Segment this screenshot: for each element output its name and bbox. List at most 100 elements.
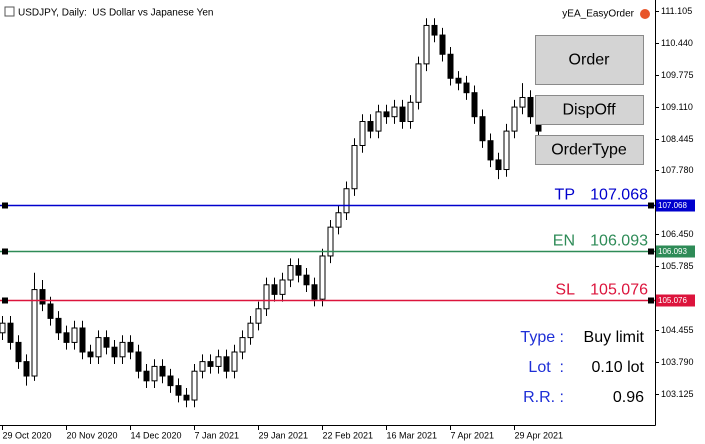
y-tick-label: 106.450 bbox=[661, 229, 694, 239]
symbol-icon bbox=[4, 6, 15, 17]
x-tick-label: 20 Nov 2020 bbox=[67, 430, 118, 440]
ea-icon bbox=[640, 9, 650, 19]
level-name: SL bbox=[555, 282, 575, 299]
candle-body bbox=[391, 106, 398, 118]
candle-body bbox=[407, 101, 414, 122]
candle-body bbox=[167, 375, 174, 387]
y-tick-label: 111.105 bbox=[661, 6, 692, 16]
candle-body bbox=[399, 106, 406, 122]
level-handle bbox=[648, 202, 654, 209]
candle-body bbox=[143, 370, 150, 382]
y-tick-label: 104.455 bbox=[661, 325, 694, 335]
level-handle bbox=[2, 248, 8, 255]
y-tick-label: 108.445 bbox=[661, 134, 694, 144]
button-label[interactable]: OrderType bbox=[551, 142, 627, 159]
candle-body bbox=[295, 265, 302, 276]
candle-body bbox=[279, 279, 286, 295]
level-name: EN bbox=[553, 233, 575, 250]
plot-area: 107.068 TP 106.093 EN 105.076 SL bbox=[0, 18, 655, 408]
candle-body bbox=[239, 337, 246, 353]
y-tick-label: 109.775 bbox=[661, 70, 694, 80]
candle-body bbox=[287, 265, 294, 281]
price-box bbox=[656, 294, 695, 307]
y-tick-label: 107.780 bbox=[661, 165, 694, 175]
candle-body bbox=[15, 341, 22, 363]
candle-body bbox=[439, 34, 446, 55]
candle-body bbox=[199, 361, 206, 372]
ea-name: yEA_EasyOrder bbox=[562, 9, 634, 20]
candle-body bbox=[0, 322, 6, 334]
candle-body bbox=[479, 116, 486, 142]
candle-body bbox=[71, 327, 78, 343]
x-tick-label: 22 Feb 2021 bbox=[323, 430, 374, 440]
panel-label: R.R. : bbox=[523, 389, 564, 406]
candle-body bbox=[527, 96, 534, 118]
button[interactable]: OrderType bbox=[535, 135, 644, 165]
panel-label: Lot : bbox=[528, 359, 564, 376]
button-label[interactable]: DispOff bbox=[562, 102, 616, 119]
panel-value: Buy limit bbox=[584, 329, 645, 346]
button[interactable]: Order bbox=[535, 35, 644, 85]
y-tick-label: 103.790 bbox=[661, 357, 694, 367]
candle-body bbox=[383, 111, 390, 118]
level-value: 106.093 bbox=[590, 233, 648, 250]
y-tick-label: 109.110 bbox=[661, 102, 693, 112]
candle-body bbox=[215, 356, 222, 367]
candle-body bbox=[55, 317, 62, 334]
button-face[interactable] bbox=[535, 95, 644, 125]
candle-body bbox=[111, 346, 118, 358]
candle-body bbox=[495, 159, 502, 171]
candle-body bbox=[79, 327, 86, 353]
candle-body bbox=[223, 356, 230, 372]
panel-value: 0.96 bbox=[613, 389, 644, 406]
chart-title: USDJPY, Daily: US Dollar vs Japanese Yen bbox=[18, 8, 213, 19]
level-value: 105.076 bbox=[590, 282, 648, 299]
candle-body bbox=[135, 351, 142, 372]
candle-body bbox=[183, 394, 190, 401]
candle-body bbox=[191, 370, 198, 401]
candle-body bbox=[127, 341, 134, 353]
candle-body bbox=[519, 96, 526, 108]
price-box-label: 107.068 bbox=[658, 201, 687, 210]
x-tick-label: 7 Apr 2021 bbox=[451, 430, 495, 440]
button-face[interactable] bbox=[535, 35, 644, 85]
level-handle bbox=[648, 248, 654, 255]
y-tick-label: 103.125 bbox=[661, 389, 694, 399]
candle-body bbox=[343, 188, 350, 214]
candle-body bbox=[471, 92, 478, 118]
price-box-label: 106.093 bbox=[658, 247, 687, 256]
x-tick-label: 7 Jan 2021 bbox=[195, 430, 240, 440]
x-tick-label: 29 Jan 2021 bbox=[259, 430, 309, 440]
candle-body bbox=[159, 365, 166, 377]
price-box bbox=[656, 245, 695, 258]
level-name: TP bbox=[555, 187, 575, 204]
button[interactable]: DispOff bbox=[535, 95, 644, 125]
candle-body bbox=[7, 322, 14, 343]
button-label[interactable]: Order bbox=[569, 52, 611, 69]
price-box bbox=[656, 199, 695, 212]
candle-body bbox=[207, 361, 214, 367]
x-tick-label: 16 Mar 2021 bbox=[387, 430, 438, 440]
candle-body bbox=[463, 82, 470, 94]
candle-body bbox=[255, 308, 262, 324]
candle-body bbox=[47, 303, 54, 319]
candle-body bbox=[23, 361, 30, 377]
x-tick-label: 29 Oct 2020 bbox=[3, 430, 52, 440]
x-tick-label: 29 Apr 2021 bbox=[515, 430, 564, 440]
candle-body bbox=[327, 226, 334, 257]
candle-body bbox=[151, 365, 158, 382]
candle-body bbox=[103, 337, 110, 348]
button-face[interactable] bbox=[535, 135, 644, 165]
candle-body bbox=[487, 140, 494, 161]
candle-body bbox=[503, 130, 510, 171]
y-tick-label: 105.785 bbox=[661, 261, 694, 271]
candle-body bbox=[415, 63, 422, 103]
panel-label: Type : bbox=[520, 329, 564, 346]
level-handle bbox=[648, 297, 654, 304]
candle-body bbox=[263, 284, 270, 310]
candle-body bbox=[375, 111, 382, 132]
candle-body bbox=[303, 274, 310, 286]
candle-body bbox=[119, 341, 126, 358]
candle-body bbox=[63, 332, 70, 343]
